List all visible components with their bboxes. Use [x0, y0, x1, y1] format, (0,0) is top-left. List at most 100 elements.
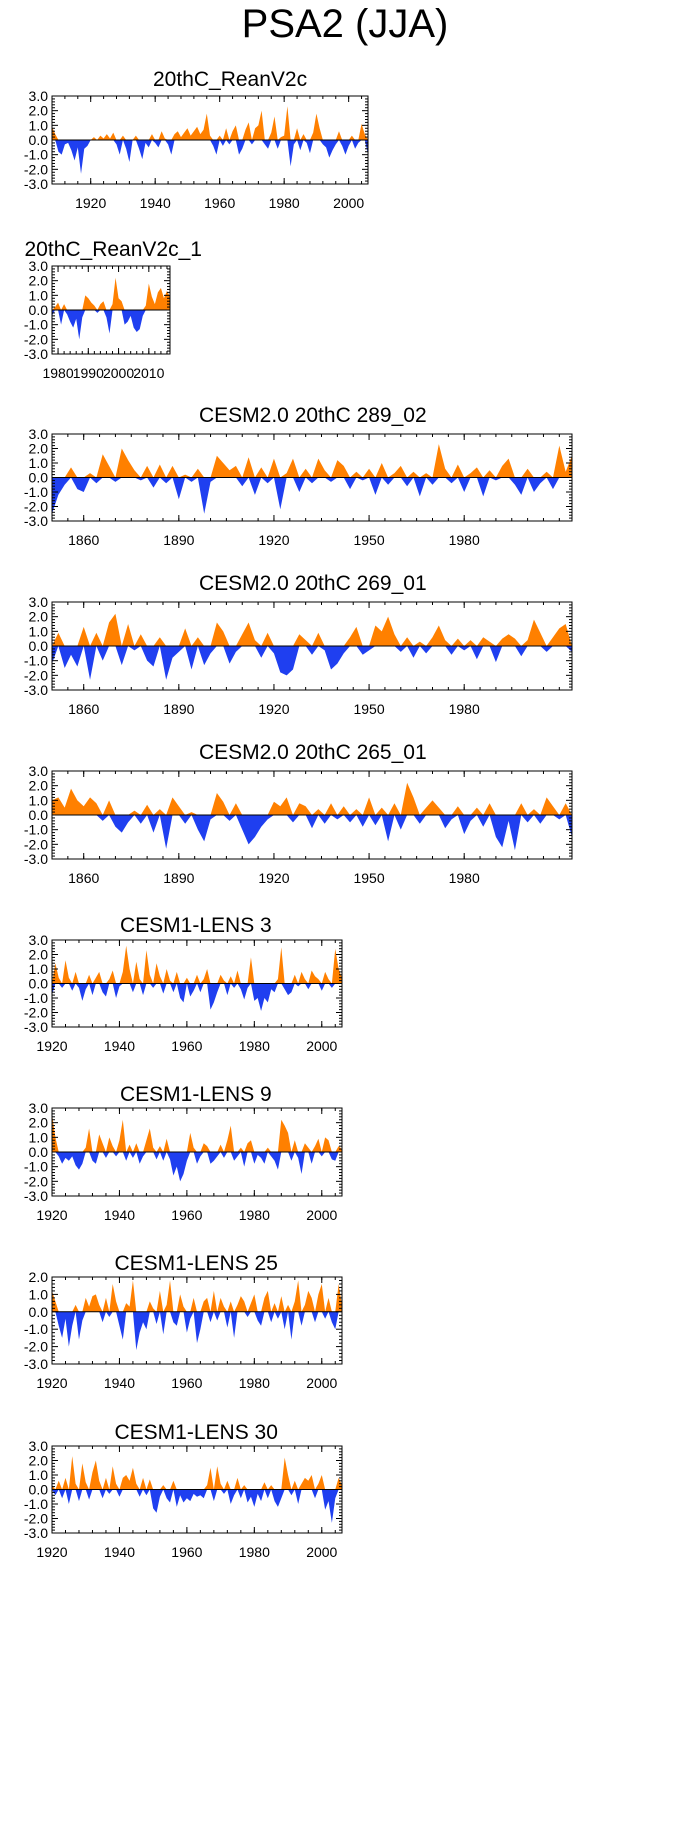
x-tick-label: 2000 — [333, 195, 364, 211]
chart-title: CESM1-LENS 9 — [120, 1083, 272, 1106]
y-tick-label: -3.0 — [24, 851, 48, 867]
y-tick-label: -2.0 — [24, 1173, 48, 1189]
y-tick-label: -1.0 — [24, 317, 48, 333]
y-tick-label: 0.0 — [29, 807, 49, 823]
y-tick-label: -1.0 — [24, 484, 48, 500]
positive-area — [52, 1280, 342, 1312]
chart-title: CESM2.0 20thC 289_02 — [199, 404, 427, 427]
chart-5: 3.02.01.00.0-1.0-2.0-3.0 1920 1940 1960 1980… — [24, 932, 343, 1054]
x-tick-label: 1920 — [258, 870, 289, 886]
y-tick-label: -2.0 — [24, 499, 48, 515]
y-tick-label: -3.0 — [24, 682, 48, 698]
y-tick-label: 0.0 — [29, 470, 49, 486]
y-tick-label: 2.0 — [29, 441, 49, 457]
negative-area — [52, 477, 572, 514]
y-tick-label: -2.0 — [24, 836, 48, 852]
y-tick-label: -1.0 — [24, 1159, 48, 1175]
x-tick-label: 1920 — [258, 701, 289, 717]
positive-area — [52, 613, 572, 646]
x-tick-label: 2000 — [103, 365, 134, 381]
y-tick-label: 0.0 — [29, 976, 49, 992]
x-tick-label: 1920 — [36, 1544, 67, 1560]
x-tick-label: 1940 — [104, 1038, 135, 1054]
x-tick-label: 1990 — [73, 365, 104, 381]
y-tick-label: 2.0 — [29, 1269, 49, 1285]
x-tick-label: 1980 — [449, 532, 480, 548]
x-tick-label: 1960 — [171, 1207, 202, 1223]
y-tick-label: 2.0 — [29, 273, 49, 289]
y-tick-label: 3.0 — [29, 594, 49, 610]
chart-title: CESM1-LENS 30 — [114, 1421, 278, 1444]
x-tick-label: 1860 — [68, 532, 99, 548]
x-tick-label: 1960 — [171, 1038, 202, 1054]
y-tick-label: 1.0 — [29, 1129, 49, 1145]
y-tick-label: 2.0 — [29, 103, 49, 119]
y-tick-label: -2.0 — [24, 161, 48, 177]
y-tick-label: -1.0 — [24, 1496, 48, 1512]
chart-7: 2.01.0 0.0-1.0 -2.0-3.0 1920 1940 1960 1980 200… — [24, 1269, 343, 1391]
y-tick-label: -3.0 — [24, 513, 48, 529]
chart-title: 20thC_ReanV2c — [153, 68, 308, 91]
x-tick-label: 1920 — [258, 532, 289, 548]
x-tick-label: 1980 — [449, 701, 480, 717]
chart-1: 3.02.01.00.0-1.0-2.0-3.0 1980 1990 2000 2010 — [24, 258, 171, 381]
y-tick-label: 2.0 — [29, 609, 49, 625]
y-tick-label: 3.0 — [29, 763, 49, 779]
positive-area — [52, 945, 342, 984]
y-tick-label: 2.0 — [29, 1115, 49, 1131]
x-tick-label: 2000 — [306, 1038, 337, 1054]
y-tick-label: 0.0 — [29, 1304, 49, 1320]
x-tick-label: 1980 — [239, 1207, 270, 1223]
y-tick-label: 2.0 — [29, 947, 49, 963]
chart-4: 3.02.01.00.0-1.0-2.0-3.0 1860 1890 1920 1950… — [24, 763, 573, 886]
x-tick-label: 2000 — [306, 1375, 337, 1391]
y-tick-label: -1.0 — [24, 147, 48, 163]
x-tick-label: 1940 — [104, 1544, 135, 1560]
y-tick-label: 0.0 — [29, 132, 49, 148]
negative-area — [52, 646, 572, 680]
chart-title: CESM1-LENS 25 — [114, 1252, 278, 1275]
y-tick-label: 0.0 — [29, 1482, 49, 1498]
y-tick-label: -2.0 — [24, 1511, 48, 1527]
chart-title: 20thC_ReanV2c_1 — [24, 238, 202, 261]
x-tick-label: 1950 — [353, 870, 384, 886]
y-tick-label: -3.0 — [24, 1188, 48, 1204]
x-tick-label: 1960 — [171, 1375, 202, 1391]
x-tick-label: 1920 — [36, 1207, 67, 1223]
y-tick-label: 3.0 — [29, 1100, 49, 1116]
y-tick-label: 2.0 — [29, 778, 49, 794]
plot-frame — [51, 1276, 343, 1365]
negative-area — [52, 1489, 342, 1523]
negative-area — [52, 140, 368, 174]
y-tick-label: 1.0 — [29, 287, 49, 303]
y-tick-label: 3.0 — [29, 1438, 49, 1454]
chart-title: CESM2.0 20thC 269_01 — [199, 572, 427, 595]
negative-area — [52, 1152, 342, 1182]
y-tick-label: -3.0 — [24, 1356, 48, 1372]
x-tick-label: 1980 — [42, 365, 73, 381]
y-tick-label: 1.0 — [29, 792, 49, 808]
x-tick-label: 1890 — [163, 532, 194, 548]
positive-area — [52, 782, 572, 815]
positive-area — [52, 444, 572, 478]
negative-area — [52, 310, 170, 340]
y-tick-label: -2.0 — [24, 667, 48, 683]
y-tick-label: -3.0 — [24, 176, 48, 192]
chart-8: 3.02.01.00.0-1.0-2.0-3.0 1920 1940 1960 1980… — [24, 1438, 343, 1560]
x-tick-label: 2000 — [306, 1207, 337, 1223]
x-tick-label: 1950 — [353, 532, 384, 548]
x-tick-label: 1860 — [68, 701, 99, 717]
y-tick-label: 1.0 — [29, 961, 49, 977]
y-tick-label: -1.0 — [24, 653, 48, 669]
y-tick-label: -1.0 — [24, 990, 48, 1006]
y-tick-label: 1.0 — [29, 455, 49, 471]
y-tick-label: 2.0 — [29, 1453, 49, 1469]
x-tick-label: 1980 — [239, 1375, 270, 1391]
positive-area — [52, 1456, 342, 1490]
x-tick-label: 2000 — [306, 1544, 337, 1560]
chart-2: 3.02.01.00.0-1.0-2.0-3.0 1860 1890 1920 1950… — [24, 426, 573, 548]
y-tick-label: -3.0 — [24, 346, 48, 362]
x-tick-label: 1940 — [140, 195, 171, 211]
x-tick-label: 1980 — [239, 1544, 270, 1560]
